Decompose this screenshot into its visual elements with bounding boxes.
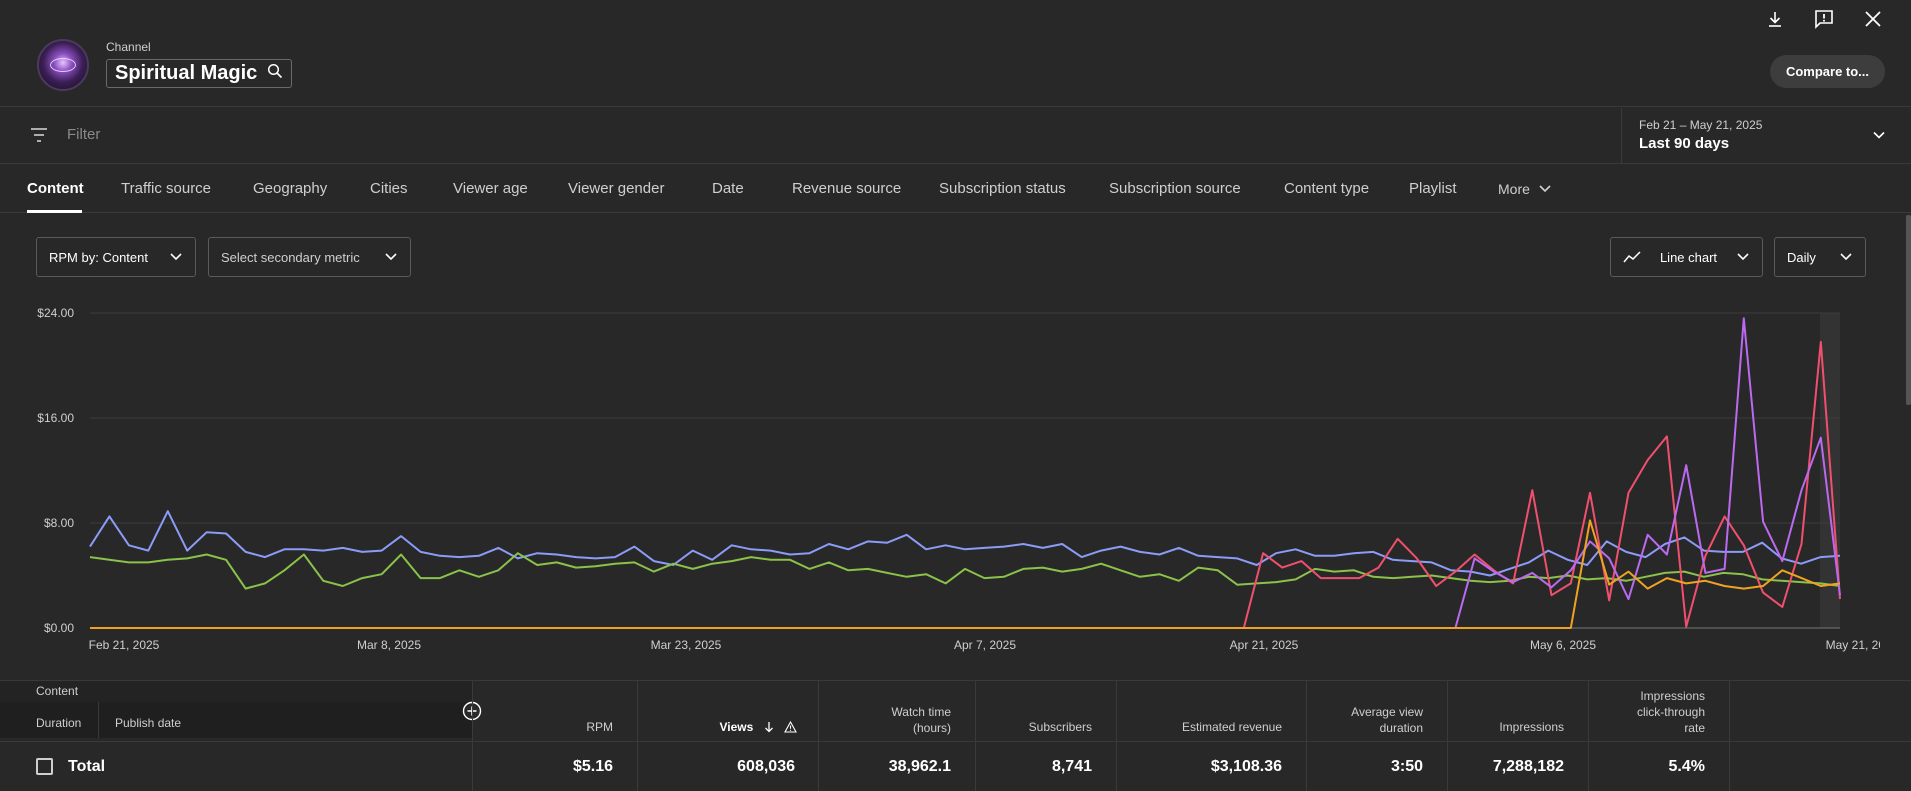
tab-date[interactable]: Date	[712, 180, 744, 197]
tab-subscription-status[interactable]: Subscription status	[939, 180, 1066, 197]
date-period-text: Last 90 days	[1639, 135, 1730, 152]
x-tick-label: May 21, 2025	[1826, 638, 1880, 652]
tab-more[interactable]: More	[1498, 181, 1552, 197]
series-line-1[interactable]	[89, 510, 1841, 577]
channel-avatar	[37, 39, 89, 91]
tab-viewer-gender[interactable]: Viewer gender	[568, 180, 665, 197]
line-chart-icon	[1623, 251, 1641, 263]
avg-view-duration-column-header[interactable]: Average view duration	[1351, 705, 1423, 735]
chevron-down-icon	[170, 253, 182, 261]
dimension-tabs: Content Traffic source Geography Cities …	[0, 165, 1911, 213]
tab-geography[interactable]: Geography	[253, 180, 328, 197]
x-tick-label: Mar 23, 2025	[651, 638, 722, 652]
y-tick-label: $24.00	[37, 306, 74, 320]
rpm-line-chart[interactable]: $24.00 $16.00 $8.00 $0.00 Feb 21, 2025 Mar 8,…	[0, 290, 1880, 660]
watch-time-column-header[interactable]: Watch time (hours)	[891, 705, 951, 735]
ctr-column-header[interactable]: Impressions click-through rate	[1636, 689, 1705, 735]
filter-bar: Filter Feb 21 – May 21, 2025 Last 90 day…	[0, 108, 1911, 164]
chevron-down-icon	[1539, 185, 1551, 193]
content-header-bar	[0, 680, 472, 702]
tab-cities[interactable]: Cities	[370, 180, 408, 197]
secondary-metric-select[interactable]: Select secondary metric	[208, 237, 411, 277]
total-subscribers: 8,741	[1051, 758, 1092, 775]
search-icon[interactable]	[267, 63, 283, 84]
feedback-icon[interactable]	[1813, 8, 1835, 30]
estimated-revenue-column-header[interactable]: Estimated revenue	[1181, 720, 1282, 734]
secondary-metric-label: Select secondary metric	[221, 249, 360, 265]
views-column-label: Views	[719, 720, 754, 734]
x-tick-label: Apr 21, 2025	[1230, 638, 1299, 652]
total-watch-time: 38,962.1	[888, 758, 951, 775]
chevron-down-icon	[385, 253, 397, 261]
subscribers-column-header[interactable]: Subscribers	[1028, 720, 1092, 734]
sub-header-bar	[0, 702, 472, 738]
chart-type-label: Line chart	[1659, 249, 1718, 265]
impressions-column-header[interactable]: Impressions	[1499, 720, 1564, 734]
x-tick-label: May 6, 2025	[1530, 638, 1596, 652]
channel-name: Spiritual Magic	[115, 62, 258, 84]
close-icon[interactable]	[1862, 8, 1884, 30]
tab-subscription-source[interactable]: Subscription source	[1109, 180, 1241, 197]
channel-label: Channel	[106, 40, 151, 54]
total-avg-duration: 3:50	[1390, 758, 1423, 775]
chart-type-select[interactable]: Line chart	[1610, 237, 1763, 277]
x-tick-label: Apr 7, 2025	[954, 638, 1016, 652]
total-rpm: $5.16	[572, 758, 613, 775]
views-column-header[interactable]: Views	[637, 720, 797, 734]
primary-metric-select[interactable]: RPM by: Content	[36, 237, 196, 277]
chevron-down-icon	[1737, 253, 1749, 261]
primary-metric-label: RPM by: Content	[49, 249, 148, 265]
total-revenue: $3,108.36	[1210, 758, 1282, 775]
total-label: Total	[68, 758, 106, 775]
tab-viewer-age[interactable]: Viewer age	[453, 180, 528, 197]
channel-selector[interactable]: Spiritual Magic	[106, 59, 293, 88]
tab-content[interactable]: Content	[27, 180, 84, 197]
filter-input[interactable]: Filter	[67, 126, 101, 143]
header: Channel Spiritual Magic Compare to...	[0, 0, 1911, 107]
x-tick-label: Feb 21, 2025	[89, 638, 160, 652]
granularity-label: Daily	[1787, 249, 1816, 265]
tab-playlist[interactable]: Playlist	[1409, 180, 1457, 197]
date-range-text: Feb 21 – May 21, 2025	[1639, 118, 1763, 132]
tab-revenue-source[interactable]: Revenue source	[792, 180, 902, 197]
y-tick-label: $16.00	[37, 411, 74, 425]
tab-content-type[interactable]: Content type	[1284, 180, 1370, 197]
duration-column-header[interactable]: Duration	[36, 716, 82, 730]
content-table: Content Duration Publish date RPM Views …	[0, 680, 1911, 791]
x-tick-label: Mar 8, 2025	[357, 638, 421, 652]
compare-button[interactable]: Compare to...	[1770, 55, 1885, 88]
tab-traffic-source[interactable]: Traffic source	[121, 180, 212, 197]
granularity-select[interactable]: Daily	[1774, 237, 1866, 277]
date-range-selector[interactable]: Feb 21 – May 21, 2025 Last 90 days	[1621, 108, 1911, 164]
y-tick-label: $8.00	[44, 516, 74, 530]
download-icon[interactable]	[1764, 8, 1786, 30]
chevron-down-icon	[1872, 128, 1886, 147]
content-column-header: Content	[36, 684, 79, 698]
total-ctr: 5.4%	[1668, 758, 1705, 775]
rpm-column-header[interactable]: RPM	[586, 720, 613, 734]
warning-icon	[784, 720, 797, 733]
chevron-down-icon	[1840, 253, 1852, 261]
vertical-scrollbar[interactable]	[1906, 215, 1911, 405]
tab-more-label: More	[1498, 181, 1530, 197]
publish-date-column-header[interactable]: Publish date	[115, 716, 182, 730]
select-all-checkbox[interactable]	[36, 758, 53, 775]
total-impressions: 7,288,182	[1492, 758, 1564, 775]
sort-down-icon	[764, 722, 773, 733]
filter-icon[interactable]	[30, 127, 48, 148]
series-line-5[interactable]	[90, 519, 1841, 629]
total-views: 608,036	[737, 758, 795, 775]
y-tick-label: $0.00	[44, 621, 74, 635]
active-tab-indicator	[27, 210, 82, 213]
